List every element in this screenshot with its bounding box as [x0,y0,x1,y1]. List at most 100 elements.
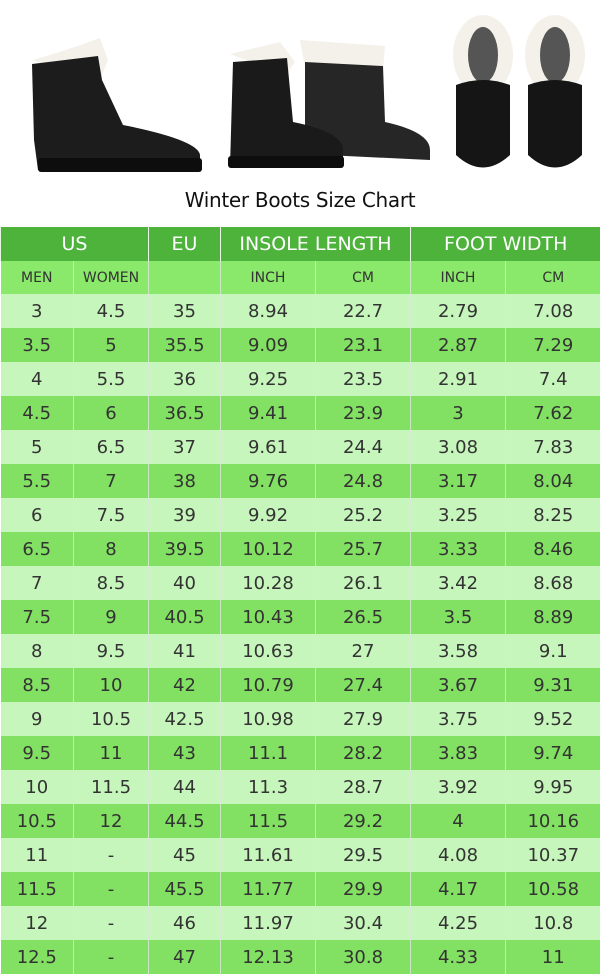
table-cell: 11 [73,736,149,770]
table-row: 3 4.5 35 8.94 22.7 2.79 7.08 [0,294,600,328]
header-insole-length: INSOLE LENGTH [220,227,411,261]
table-cell: 3.5 [410,600,506,634]
table-cell: 6.5 [73,430,149,464]
subheader-cell: MEN [0,261,74,294]
table-cell: 41 [148,634,221,668]
table-cell: 3.83 [410,736,506,770]
table-cell: 7.08 [505,294,600,328]
table-cell: 28.7 [315,770,411,804]
table-cell: 23.5 [315,362,411,396]
table-cell: 10.79 [220,668,316,702]
table-cell: 8.94 [220,294,316,328]
table-cell: 9.5 [73,634,149,668]
table-row: 5.5 7 38 9.76 24.8 3.17 8.04 [0,464,600,498]
table-cell: 3.33 [410,532,506,566]
table-cell: 36 [148,362,221,396]
table-cell: 38 [148,464,221,498]
table-cell: 36.5 [148,396,221,430]
table-cell: 3 [410,396,506,430]
table-cell: 9 [0,702,74,736]
table-cell: 44 [148,770,221,804]
table-row: 12.5-47 12.13 30.8 4.33 11 [0,940,600,974]
table-cell: 7.29 [505,328,600,362]
table-cell: 23.9 [315,396,411,430]
subheader-cell: CM [505,261,600,294]
table-cell: 35 [148,294,221,328]
table-cell: 29.5 [315,838,411,872]
table-row: 4.5 6 36.5 9.41 23.9 3 7.62 [0,396,600,430]
table-cell: 11 [505,940,600,974]
table-cell: 37 [148,430,221,464]
table-cell: 8.5 [0,668,74,702]
table-cell: 4 [0,362,74,396]
subheader-cell: INCH [220,261,316,294]
table-cell: 45 [148,838,221,872]
table-row: 11.5-45.5 11.77 29.9 4.17 10.58 [0,872,600,906]
table-cell: 11.97 [220,906,316,940]
table-cell: 10.63 [220,634,316,668]
table-cell: - [73,906,149,940]
table-cell: 10.28 [220,566,316,600]
table-cell: 2.79 [410,294,506,328]
header-us: US [0,227,149,261]
table-cell: 9.09 [220,328,316,362]
table-cell: 45.5 [148,872,221,906]
table-cell: 3.5 [0,328,74,362]
table-row: 8.5 10 42 10.79 27.4 3.67 9.31 [0,668,600,702]
table-cell: 6.5 [0,532,74,566]
table-cell: 9.76 [220,464,316,498]
table-cell: 10.5 [0,804,74,838]
table-cell: 47 [148,940,221,974]
table-cell: 8.68 [505,566,600,600]
table-cell: 10.12 [220,532,316,566]
table-cell: 9.95 [505,770,600,804]
table-row: 9 10.5 42.5 10.98 27.9 3.75 9.52 [0,702,600,736]
table-cell: 8.04 [505,464,600,498]
table-cell: 8 [0,634,74,668]
table-cell: 7 [0,566,74,600]
table-cell: 30.8 [315,940,411,974]
table-cell: 4.25 [410,906,506,940]
table-cell: 9.61 [220,430,316,464]
table-cell: 35.5 [148,328,221,362]
table-cell: 3.58 [410,634,506,668]
table-cell: 11.77 [220,872,316,906]
table-row: 12-46 11.97 30.4 4.25 10.8 [0,906,600,940]
table-cell: 25.2 [315,498,411,532]
table-cell: 24.4 [315,430,411,464]
table-cell: 7.83 [505,430,600,464]
boot-side-icon [32,38,202,172]
table-cell: 39 [148,498,221,532]
table-cell: 22.7 [315,294,411,328]
table-cell: 28.2 [315,736,411,770]
table-cell: 3 [0,294,74,328]
table-row: 6.5 8 39.5 10.12 25.7 3.33 8.46 [0,532,600,566]
table-cell: 10.43 [220,600,316,634]
product-images: Winter Boots Size Chart [0,0,600,227]
subheader-cell: INCH [410,261,506,294]
table-row: 9.5 11 43 11.1 28.2 3.83 9.74 [0,736,600,770]
table-row: 5 6.5 37 9.61 24.4 3.08 7.83 [0,430,600,464]
table-cell: 6 [0,498,74,532]
table-row: 10.5 12 44.5 11.5 29.2 4 10.16 [0,804,600,838]
table-cell: 9.92 [220,498,316,532]
table-cell: 29.2 [315,804,411,838]
table-cell: 3.92 [410,770,506,804]
table-cell: 4.08 [410,838,506,872]
subheader-cell [148,261,221,294]
table-row: 7.5 9 40.5 10.43 26.5 3.5 8.89 [0,600,600,634]
table-cell: 5 [0,430,74,464]
table-cell: 10.37 [505,838,600,872]
size-chart-table: US EU INSOLE LENGTH FOOT WIDTH MEN WOMEN I… [0,227,600,974]
subheader-cell: WOMEN [73,261,149,294]
table-cell: 4 [410,804,506,838]
table-cell: 8.5 [73,566,149,600]
table-cell: 4.17 [410,872,506,906]
table-cell: 26.5 [315,600,411,634]
table-cell: 12 [73,804,149,838]
table-cell: 42 [148,668,221,702]
table-cell: 7 [73,464,149,498]
table-cell: 4.5 [0,396,74,430]
table-row: 4 5.5 36 9.25 23.5 2.91 7.4 [0,362,600,396]
table-cell: 42.5 [148,702,221,736]
